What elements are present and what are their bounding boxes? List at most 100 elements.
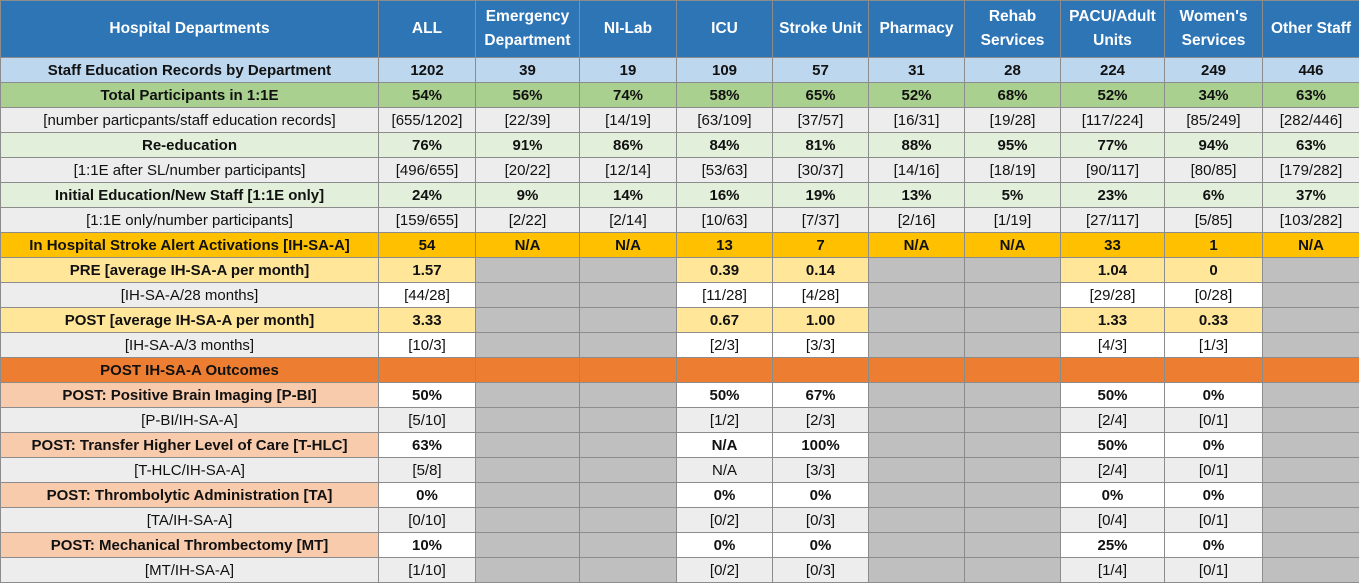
table-cell: [2/4]: [1060, 457, 1165, 483]
table-cell: [378, 357, 476, 383]
table-cell: [159/655]: [378, 207, 476, 233]
table-cell: 63%: [1262, 82, 1359, 108]
row-label: [TA/IH-SA-A]: [0, 507, 379, 533]
table-cell: [868, 257, 965, 283]
table-cell: [282/446]: [1262, 107, 1359, 133]
table-cell: 6%: [1164, 182, 1263, 208]
header-other-staff: Other Staff: [1262, 0, 1359, 58]
table-cell: [868, 357, 965, 383]
table-cell: 74%: [579, 82, 677, 108]
table-cell: 0.67: [676, 307, 773, 333]
table-cell: [868, 507, 965, 533]
table-cell: [475, 532, 580, 558]
table-cell: 19%: [772, 182, 869, 208]
table-cell: [579, 257, 677, 283]
table-cell: [0/1]: [1164, 507, 1263, 533]
table-row: POST IH-SA-A Outcomes: [0, 357, 1359, 383]
table-cell: [868, 557, 965, 583]
table-cell: [37/57]: [772, 107, 869, 133]
table-cell: 50%: [378, 382, 476, 408]
table-cell: [579, 332, 677, 358]
table-cell: [475, 407, 580, 433]
table-cell: [0/10]: [378, 507, 476, 533]
table-cell: 31: [868, 57, 965, 83]
table-cell: 1.57: [378, 257, 476, 283]
table-cell: 0%: [772, 532, 869, 558]
table-cell: 14%: [579, 182, 677, 208]
table-cell: N/A: [676, 432, 773, 458]
table-cell: [868, 432, 965, 458]
row-label: Initial Education/New Staff [1:1E only]: [0, 182, 379, 208]
table-cell: 0%: [1164, 482, 1263, 508]
table-cell: [964, 532, 1061, 558]
table-cell: [10/63]: [676, 207, 773, 233]
header-stroke-unit: Stroke Unit: [772, 0, 869, 58]
row-label: In Hospital Stroke Alert Activations [IH…: [0, 232, 379, 258]
table-cell: [0/3]: [772, 507, 869, 533]
table-cell: [1262, 257, 1359, 283]
table-cell: 65%: [772, 82, 869, 108]
header-rehab: Rehab Services: [964, 0, 1061, 58]
table-cell: [579, 307, 677, 333]
table-cell: [475, 282, 580, 308]
table-cell: 13%: [868, 182, 965, 208]
table-cell: [868, 482, 965, 508]
table-row: POST: Transfer Higher Level of Care [T-H…: [0, 432, 1359, 458]
row-label: [P-BI/IH-SA-A]: [0, 407, 379, 433]
table-cell: [1262, 407, 1359, 433]
table-cell: [2/3]: [772, 407, 869, 433]
header-departments: Hospital Departments: [0, 0, 379, 58]
table-cell: 1.33: [1060, 307, 1165, 333]
table-cell: 77%: [1060, 132, 1165, 158]
table-cell: [27/117]: [1060, 207, 1165, 233]
table-cell: 58%: [676, 82, 773, 108]
table-cell: [7/37]: [772, 207, 869, 233]
table-cell: 50%: [1060, 432, 1165, 458]
table-cell: [1262, 432, 1359, 458]
table-cell: 52%: [1060, 82, 1165, 108]
table-cell: [179/282]: [1262, 157, 1359, 183]
table-cell: 0%: [1164, 432, 1263, 458]
table-cell: 1.04: [1060, 257, 1165, 283]
table-cell: 84%: [676, 132, 773, 158]
row-label: POST IH-SA-A Outcomes: [0, 357, 379, 383]
table-cell: 63%: [1262, 132, 1359, 158]
table-cell: [1262, 557, 1359, 583]
row-label: [1:1E after SL/number participants]: [0, 157, 379, 183]
table-cell: [964, 432, 1061, 458]
table-cell: [1262, 307, 1359, 333]
table-cell: [964, 257, 1061, 283]
table-cell: 57: [772, 57, 869, 83]
table-cell: [475, 332, 580, 358]
row-label: [IH-SA-A/3 months]: [0, 332, 379, 358]
table-cell: [964, 507, 1061, 533]
table-cell: 63%: [378, 432, 476, 458]
table-cell: N/A: [579, 232, 677, 258]
table-cell: 95%: [964, 132, 1061, 158]
table-cell: [964, 457, 1061, 483]
table-cell: [10/3]: [378, 332, 476, 358]
table-cell: [2/22]: [475, 207, 580, 233]
table-row: Total Participants in 1:1E 54% 56% 74% 58% 65…: [0, 82, 1359, 108]
row-label: Total Participants in 1:1E: [0, 82, 379, 108]
row-label: POST: Transfer Higher Level of Care [T-H…: [0, 432, 379, 458]
table-cell: [1262, 282, 1359, 308]
table-cell: 10%: [378, 532, 476, 558]
table-cell: 16%: [676, 182, 773, 208]
table-cell: [2/16]: [868, 207, 965, 233]
table-cell: [0/2]: [676, 507, 773, 533]
table-cell: 0%: [1060, 482, 1165, 508]
table-cell: [1262, 482, 1359, 508]
table-row: [P-BI/IH-SA-A] [5/10] [1/2] [2/3] [2/4] [0/1]: [0, 407, 1359, 433]
table-cell: 13: [676, 232, 773, 258]
table-cell: 76%: [378, 132, 476, 158]
table-cell: [14/16]: [868, 157, 965, 183]
row-label: [T-HLC/IH-SA-A]: [0, 457, 379, 483]
table-cell: 68%: [964, 82, 1061, 108]
row-label: POST [average IH-SA-A per month]: [0, 307, 379, 333]
table-cell: [475, 482, 580, 508]
table-cell: 0%: [772, 482, 869, 508]
table-cell: [1262, 382, 1359, 408]
table-cell: [3/3]: [772, 457, 869, 483]
table-cell: [475, 307, 580, 333]
